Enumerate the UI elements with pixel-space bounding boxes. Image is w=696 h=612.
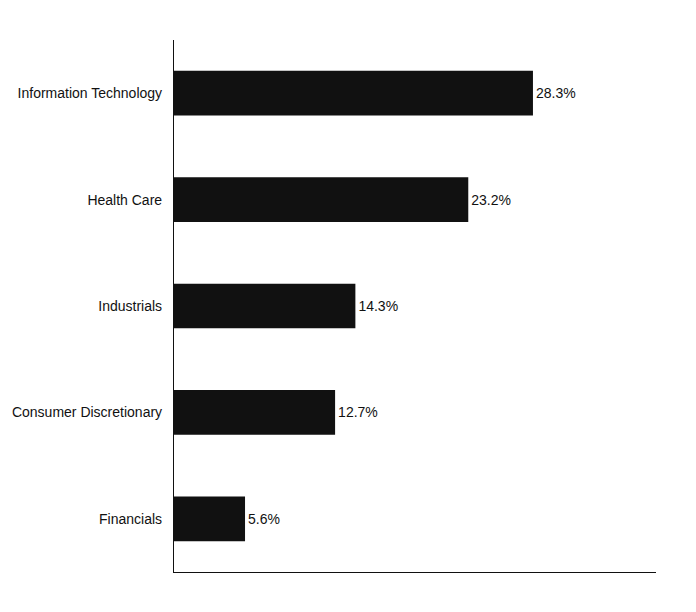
svg-text:14.3%: 14.3% (358, 298, 398, 314)
svg-text:23.2%: 23.2% (471, 192, 511, 208)
svg-text:Consumer Discretionary: Consumer Discretionary (12, 404, 162, 420)
svg-text:12.7%: 12.7% (338, 404, 378, 420)
svg-text:Health Care: Health Care (87, 192, 162, 208)
svg-text:5.6%: 5.6% (248, 511, 280, 527)
svg-text:Information Technology: Information Technology (18, 85, 163, 101)
svg-text:Industrials: Industrials (98, 298, 162, 314)
svg-text:28.3%: 28.3% (536, 85, 576, 101)
svg-text:Financials: Financials (99, 511, 162, 527)
